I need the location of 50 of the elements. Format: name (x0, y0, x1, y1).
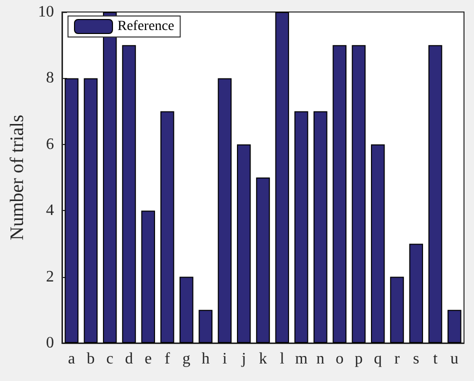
x-tick-label: t (433, 350, 438, 368)
bar (198, 310, 212, 343)
bar (332, 45, 346, 343)
x-tick-label: f (164, 350, 171, 368)
bar (102, 12, 117, 343)
x-tick-label: n (316, 350, 324, 368)
bar (180, 276, 194, 343)
x-tick-label: h (202, 350, 210, 368)
bar (141, 210, 156, 343)
y-tick-label: 0 (46, 334, 54, 352)
bar (275, 12, 290, 343)
y-tick-label: 6 (46, 136, 54, 153)
x-tick-label: k (259, 350, 267, 368)
y-tick-label: 4 (46, 202, 54, 220)
x-tick-label: d (125, 350, 133, 368)
bar (64, 78, 78, 343)
x-tick-label: p (354, 350, 363, 368)
bar (409, 244, 424, 343)
y-tick-label: 8 (46, 70, 54, 87)
bar (352, 45, 366, 343)
x-tick-label: o (336, 350, 344, 368)
y-tick-label: 2 (46, 268, 54, 286)
x-tick-label: i (222, 350, 228, 368)
x-tick-label: b (86, 350, 95, 368)
bar (314, 111, 328, 343)
legend-label: Reference (118, 19, 174, 34)
bar (160, 111, 174, 343)
x-tick-label: c (106, 350, 114, 368)
x-tick-label: j (240, 350, 246, 368)
bar (236, 144, 251, 343)
x-tick-label: m (295, 350, 308, 368)
y-axis-title: Number of trials (7, 114, 28, 240)
bar (218, 78, 232, 343)
x-tick-label: s (413, 350, 420, 368)
bar (84, 78, 98, 343)
x-tick-label: a (68, 350, 76, 368)
y-tick-label: 10 (38, 4, 54, 20)
x-tick-label: u (450, 350, 458, 368)
bar (448, 310, 462, 343)
bar (390, 276, 404, 343)
bar (370, 144, 385, 343)
x-tick-label: q (374, 350, 382, 368)
x-tick-label: r (394, 350, 400, 368)
bar (294, 111, 308, 343)
x-tick-label: e (144, 350, 152, 368)
bar (122, 45, 136, 343)
x-tick-label: l (280, 350, 285, 368)
bar (428, 45, 442, 343)
x-tick-label: g (182, 350, 190, 368)
bar (256, 178, 270, 343)
